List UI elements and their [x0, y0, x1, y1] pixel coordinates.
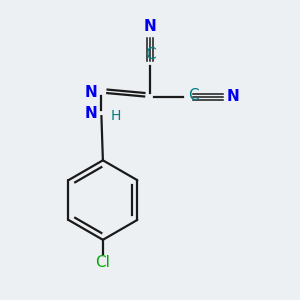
Text: N: N	[84, 85, 97, 100]
Text: H: H	[110, 109, 121, 123]
Text: Cl: Cl	[95, 255, 110, 270]
Text: N: N	[84, 106, 97, 121]
Text: N: N	[144, 19, 156, 34]
Text: C: C	[145, 47, 155, 62]
Text: C: C	[188, 88, 199, 103]
Text: N: N	[226, 88, 239, 104]
